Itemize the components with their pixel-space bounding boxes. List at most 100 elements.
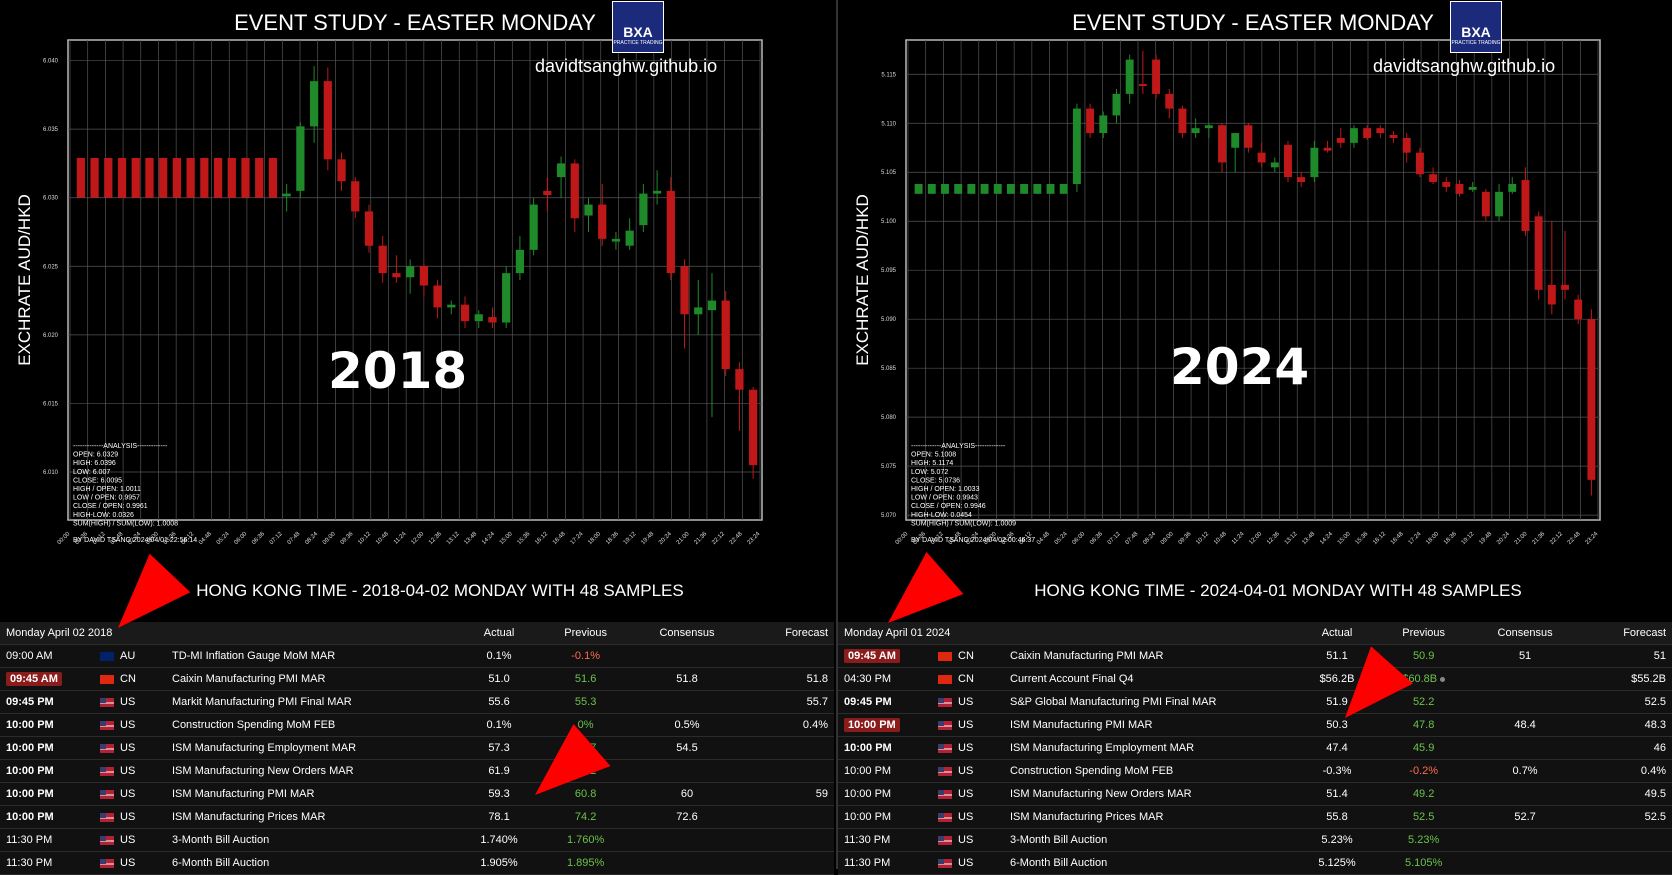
country-flag-icon (938, 743, 952, 753)
table-row[interactable]: 10:00 PM US ISM Manufacturing Employment M… (0, 736, 834, 760)
candle-body (707, 300, 717, 311)
y-tick-label: 5.095 (881, 268, 897, 274)
candle-body (1310, 147, 1319, 178)
x-tick-label: 23:24 (747, 531, 762, 546)
candle-body (1112, 93, 1121, 116)
event-name: 6-Month Bill Auction (166, 851, 458, 875)
candle-body (1244, 125, 1253, 148)
candle-body (639, 193, 648, 226)
country-flag-icon (100, 720, 114, 730)
candle-body (570, 163, 579, 219)
table-row[interactable]: 10:00 PM US Construction Spending MoM FEB 0… (0, 713, 834, 737)
x-tick-label: 21:00 (1514, 531, 1529, 546)
table-row[interactable]: 10:00 PM US ISM Manufacturing New Orders M… (838, 782, 1672, 806)
x-axis-label: HONG KONG TIME - 2018-04-02 MONDAY WITH … (196, 581, 683, 600)
event-actual: 51.1 (1296, 644, 1379, 668)
table-row[interactable]: 10:00 PM US ISM Manufacturing Employment M… (838, 736, 1672, 760)
x-tick-label: 09:00 (1160, 531, 1175, 546)
table-row[interactable]: 04:30 PM CN Current Account Final Q4 $56.2B… (838, 667, 1672, 691)
country-flag-icon (938, 789, 952, 799)
candle-body (1178, 108, 1187, 134)
event-previous: 55.3 (540, 690, 632, 714)
event-name: ISM Manufacturing New Orders MAR (166, 759, 458, 783)
candle-body (625, 230, 634, 246)
candle-body (543, 190, 552, 195)
table-row[interactable]: 09:45 PM US Markit Manufacturing PMI Final… (0, 690, 834, 714)
candle-body (1574, 299, 1583, 320)
analysis-line: CLOSE / OPEN: 0.9946 (911, 503, 986, 510)
candle-body (268, 157, 278, 198)
analysis-line: HIGH / OPEN: 1.0011 (73, 486, 141, 493)
table-row[interactable]: 09:45 PM US S&P Global Manufacturing PMI F… (838, 690, 1672, 714)
country-flag-icon (938, 720, 952, 730)
table-row[interactable]: 10:00 PM US ISM Manufacturing PMI MAR 50.3 4… (838, 713, 1672, 737)
country-flag-icon (100, 858, 114, 868)
table-row[interactable]: 10:00 PM US ISM Manufacturing PMI MAR 59.3 6… (0, 782, 834, 806)
table-row[interactable]: 11:30 PM US 3-Month Bill Auction 5.23% 5.23% (838, 828, 1672, 852)
table-row[interactable]: 09:00 AM AU TD-MI Inflation Gauge MoM MAR 0… (0, 644, 834, 668)
event-name: ISM Manufacturing Prices MAR (166, 805, 458, 829)
candle-body (447, 304, 456, 308)
event-time: 09:45 AM (0, 667, 94, 691)
candle-body (1363, 128, 1372, 138)
table-row[interactable]: 10:00 PM US ISM Manufacturing New Orders M… (0, 759, 834, 783)
candle-body (584, 204, 593, 216)
y-tick-label: 6.030 (43, 196, 59, 202)
event-time: 10:00 PM (838, 782, 932, 806)
x-tick-label: 00:00 (895, 531, 910, 546)
x-tick-label: 12:00 (1248, 531, 1263, 546)
table-row[interactable]: 10:00 PM US ISM Manufacturing Prices MAR 78… (0, 805, 834, 829)
x-axis-label: HONG KONG TIME - 2024-04-01 MONDAY WITH … (1034, 581, 1521, 600)
candle-body (1270, 162, 1279, 168)
event-time: 10:00 PM (0, 736, 94, 760)
x-tick-label: 09:00 (322, 531, 337, 546)
candle-body (1481, 191, 1490, 217)
candle-body (529, 204, 538, 250)
revision-dot-icon (1440, 676, 1446, 682)
y-tick-label: 6.015 (43, 401, 59, 407)
event-country: US (94, 805, 166, 829)
candle-body (749, 389, 758, 466)
event-consensus (1469, 690, 1581, 714)
table-row[interactable]: 09:45 AM CN Caixin Manufacturing PMI MAR 51… (0, 667, 834, 691)
table-row[interactable]: 11:30 PM US 6-Month Bill Auction 1.905% 1.89… (0, 851, 834, 875)
x-tick-label: 06:36 (251, 531, 266, 546)
candle-body (1455, 184, 1464, 194)
event-country: US (932, 828, 1004, 852)
event-country: US (932, 736, 1004, 760)
x-tick-label: 11:24 (1231, 531, 1246, 546)
header-previous: Previous (540, 622, 632, 645)
table-row[interactable]: 11:30 PM US 3-Month Bill Auction 1.740% 1.76… (0, 828, 834, 852)
candle-body (433, 285, 442, 308)
table-row[interactable]: 10:00 PM US Construction Spending MoM FEB -… (838, 759, 1672, 783)
candle-body (694, 307, 703, 315)
x-tick-label: 20:24 (1496, 531, 1511, 546)
event-time: 10:00 PM (0, 713, 94, 737)
event-time: 11:30 PM (0, 828, 94, 852)
event-actual: 57.3 (458, 736, 541, 760)
candle-body (735, 369, 744, 390)
event-consensus: 48.4 (1469, 713, 1581, 737)
table-row[interactable]: 11:30 PM US 6-Month Bill Auction 5.125% 5.10… (838, 851, 1672, 875)
table-row[interactable]: 10:00 PM US ISM Manufacturing Prices MAR 55… (838, 805, 1672, 829)
table-row[interactable]: 09:45 AM CN Caixin Manufacturing PMI MAR 51… (838, 644, 1672, 668)
event-previous: 59.7 (540, 736, 632, 760)
country-flag-icon (100, 651, 114, 661)
event-consensus (1469, 851, 1581, 875)
economic-calendar-table: Monday April 02 2018 Actual Previous Consen… (0, 622, 834, 875)
event-previous: 5.23% (1378, 828, 1470, 852)
table-header-row: Monday April 02 2018 Actual Previous Consen… (0, 622, 834, 645)
x-tick-label: 08:24 (304, 531, 319, 546)
x-tick-label: 00:00 (57, 531, 72, 546)
panel-2024: EVENT STUDY - EASTER MONDAY 5.070 5.075 5.0… (836, 0, 1672, 875)
candle-body (680, 266, 689, 315)
x-tick-label: 16:12 (534, 531, 549, 546)
event-name: ISM Manufacturing New Orders MAR (1004, 782, 1296, 806)
event-previous: -0.1% (540, 644, 632, 668)
event-forecast: 52.5 (1580, 690, 1672, 714)
event-forecast (1580, 828, 1672, 852)
event-previous: 49.2 (1378, 782, 1470, 806)
country-flag-icon (100, 674, 114, 684)
x-tick-label: 12:00 (410, 531, 425, 546)
candle-body (241, 157, 250, 198)
